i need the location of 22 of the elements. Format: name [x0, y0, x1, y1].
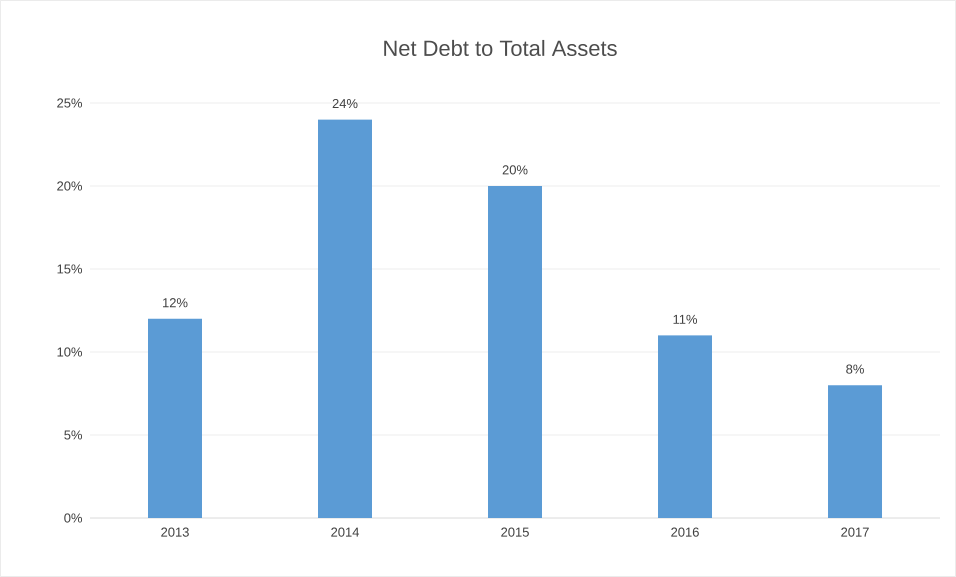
x-tick-label: 2014: [331, 528, 360, 537]
x-tick-label: 2017: [841, 528, 869, 537]
y-tick-label: 15%: [58, 264, 82, 274]
data-label: 11%: [674, 314, 698, 324]
x-tick-label: 2015: [501, 528, 529, 537]
bar: [318, 120, 372, 518]
x-tick-label: 2013: [161, 528, 189, 537]
y-tick-label: 20%: [57, 181, 82, 191]
bar: [658, 335, 712, 518]
x-tick-label: 2016: [671, 528, 699, 537]
y-tick-label: 25%: [57, 98, 82, 108]
bar: [828, 385, 882, 518]
y-tick-label: 5%: [64, 430, 82, 440]
data-label: 8%: [846, 364, 864, 374]
data-label: 24%: [332, 98, 358, 108]
y-tick-label: 10%: [58, 347, 82, 357]
bar: [488, 186, 542, 518]
bar: [148, 318, 202, 518]
data-label: 20%: [502, 165, 528, 174]
y-tick-label: 0%: [64, 513, 82, 523]
data-label: 12%: [163, 298, 188, 308]
chart-title: Net Debt to Total Assets: [384, 40, 617, 56]
